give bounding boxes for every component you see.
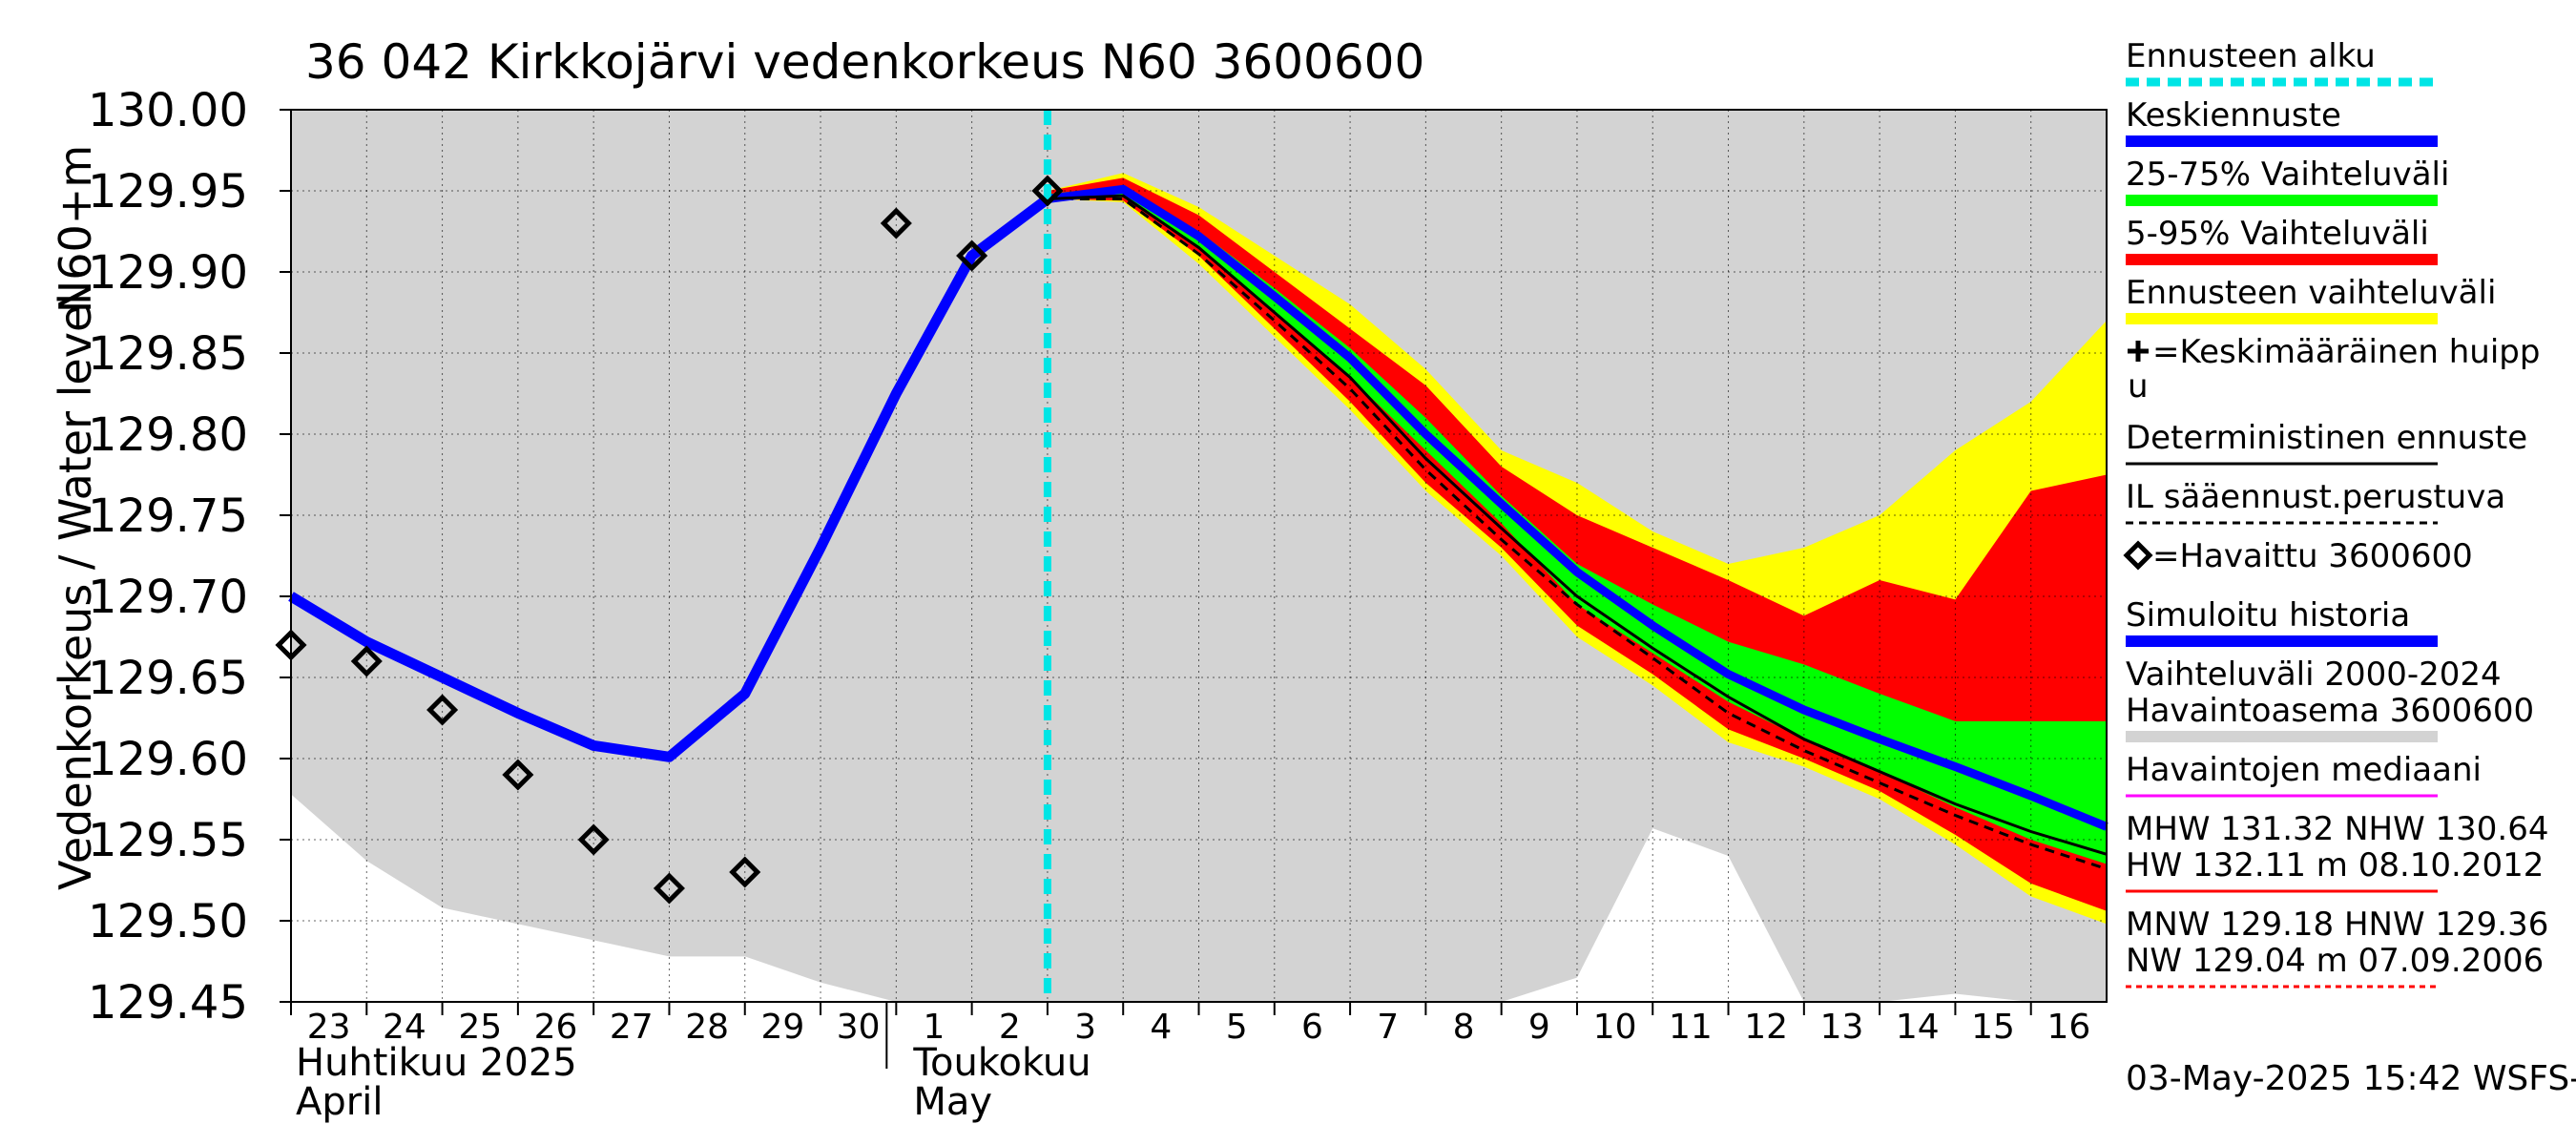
x-tick-label: 12	[1744, 1008, 1788, 1047]
x-tick-label: 2	[999, 1008, 1021, 1047]
x-tick-label: 7	[1377, 1008, 1399, 1047]
y-tick-label: 129.90	[88, 246, 248, 300]
legend-item: 25-75% Vaihteluväli	[2126, 156, 2449, 206]
weather-forecast-line	[1047, 198, 2108, 871]
x-tick-label: 11	[1669, 1008, 1713, 1047]
legend-label: 25-75% Vaihteluväli	[2126, 156, 2449, 194]
month-label-fi: Huhtikuu 2025	[296, 1041, 577, 1085]
plus-icon	[2128, 341, 2149, 362]
y-tick-label: 129.85	[88, 327, 248, 381]
x-tick-label: 5	[1226, 1008, 1248, 1047]
observed-point	[350, 645, 383, 677]
legend-label: MHW 131.32 NHW 130.64	[2126, 810, 2549, 848]
y-tick-label: 129.70	[88, 571, 248, 624]
observed-point	[956, 239, 988, 272]
legend-label: =Havaittu 3600600	[2152, 537, 2473, 575]
legend-item: Keskiennuste	[2126, 96, 2438, 147]
legend-label: Ennusteen alku	[2126, 37, 2376, 75]
chart-title: 36 042 Kirkkojärvi vedenkorkeus N60 3600…	[305, 34, 1424, 90]
legend-label: HW 132.11 m 08.10.2012	[2126, 846, 2544, 885]
legend-item: Havaintojen mediaani	[2126, 751, 2482, 798]
x-tick-label: 13	[1820, 1008, 1864, 1047]
x-tick-label: 27	[610, 1008, 654, 1047]
observed-point	[1031, 175, 1064, 207]
x-tick-label: 15	[1971, 1008, 2015, 1047]
y-tick-label: 129.50	[88, 895, 248, 948]
y-tick-label: 129.55	[88, 814, 248, 867]
legend-item: Deterministinen ennuste	[2126, 419, 2527, 466]
x-tick-label: 14	[1896, 1008, 1940, 1047]
x-tick-label: 29	[760, 1008, 804, 1047]
historical-range-band	[291, 110, 2107, 1002]
x-tick-label: 16	[2046, 1008, 2090, 1047]
deterministic-forecast-line	[1047, 194, 2108, 856]
y-tick-label: 129.65	[88, 652, 248, 705]
legend-item: IL sääennust.perustuva	[2126, 478, 2505, 525]
legend-label: Keskiennuste	[2126, 96, 2341, 135]
diamond-icon	[2123, 540, 2153, 571]
mean-forecast-line	[1047, 184, 2109, 831]
observed-point	[729, 856, 761, 888]
timestamp: 03-May-2025 15:42 WSFS-O	[2126, 1059, 2576, 1098]
y-tick-label: 130.00	[88, 84, 248, 137]
y-axis-title: Vedenkorkeus / Water level	[50, 293, 101, 890]
x-tick-label: 3	[1074, 1008, 1096, 1047]
x-tick-label: 6	[1301, 1008, 1323, 1047]
month-label-fi: Toukokuu	[912, 1041, 1091, 1085]
legend-label: NW 129.04 m 07.09.2006	[2126, 942, 2544, 980]
x-tick-label: 24	[383, 1008, 426, 1047]
y-tick-label: 129.75	[88, 489, 248, 543]
month-label-en: April	[296, 1080, 383, 1124]
legend-label: Havaintoasema 3600600	[2126, 692, 2534, 730]
x-tick-label: 25	[458, 1008, 502, 1047]
range-25-75-band	[1047, 185, 2107, 864]
legend-label: 5-95% Vaihteluväli	[2126, 215, 2429, 253]
legend-label: Havaintojen mediaani	[2126, 751, 2482, 789]
observed-point	[653, 872, 685, 905]
x-tick-label: 9	[1528, 1008, 1550, 1047]
x-tick-label: 26	[534, 1008, 578, 1047]
y-tick-label: 129.45	[88, 976, 248, 1030]
x-tick-label: 23	[307, 1008, 351, 1047]
legend-label: u	[2128, 367, 2149, 406]
y-tick-label: 129.60	[88, 733, 248, 786]
legend-label: Simuloitu historia	[2126, 596, 2410, 635]
x-tick-label: 10	[1593, 1008, 1637, 1047]
y-tick-label: 129.95	[88, 165, 248, 219]
month-label-en: May	[913, 1080, 992, 1124]
legend-label: =Keskimääräinen huipp	[2152, 333, 2540, 371]
x-tick-label: 8	[1453, 1008, 1475, 1047]
legend-label: Vaihteluväli 2000-2024	[2126, 656, 2502, 694]
observed-point	[577, 823, 610, 856]
legend-label: Ennusteen vaihteluväli	[2126, 274, 2496, 312]
observed-point	[426, 694, 459, 726]
x-tick-label: 4	[1150, 1008, 1172, 1047]
simulated-history-line	[288, 195, 1051, 762]
observed-point	[880, 207, 912, 239]
legend-item: Ennusteen alku	[2126, 37, 2438, 87]
legend-item: =Havaittu 3600600	[2123, 537, 2473, 575]
legend-item: Ennusteen vaihteluväli	[2126, 274, 2496, 324]
y-tick-label: 129.80	[88, 408, 248, 462]
legend-label: Deterministinen ennuste	[2126, 419, 2527, 457]
legend-item: Simuloitu historia	[2126, 596, 2438, 647]
observed-point	[502, 759, 534, 791]
y-axis-unit: N60+m	[50, 145, 101, 313]
x-tick-label: 28	[685, 1008, 729, 1047]
x-tick-label: 30	[837, 1008, 881, 1047]
legend-item: Vaihteluväli 2000-2024 Havaintoasema 360…	[2126, 656, 2534, 742]
legend-item: 5-95% Vaihteluväli	[2126, 215, 2438, 265]
legend-label: MNW 129.18 HNW 129.36	[2126, 906, 2548, 944]
legend-label: IL sääennust.perustuva	[2126, 478, 2505, 516]
x-tick-label: 1	[924, 1008, 945, 1047]
